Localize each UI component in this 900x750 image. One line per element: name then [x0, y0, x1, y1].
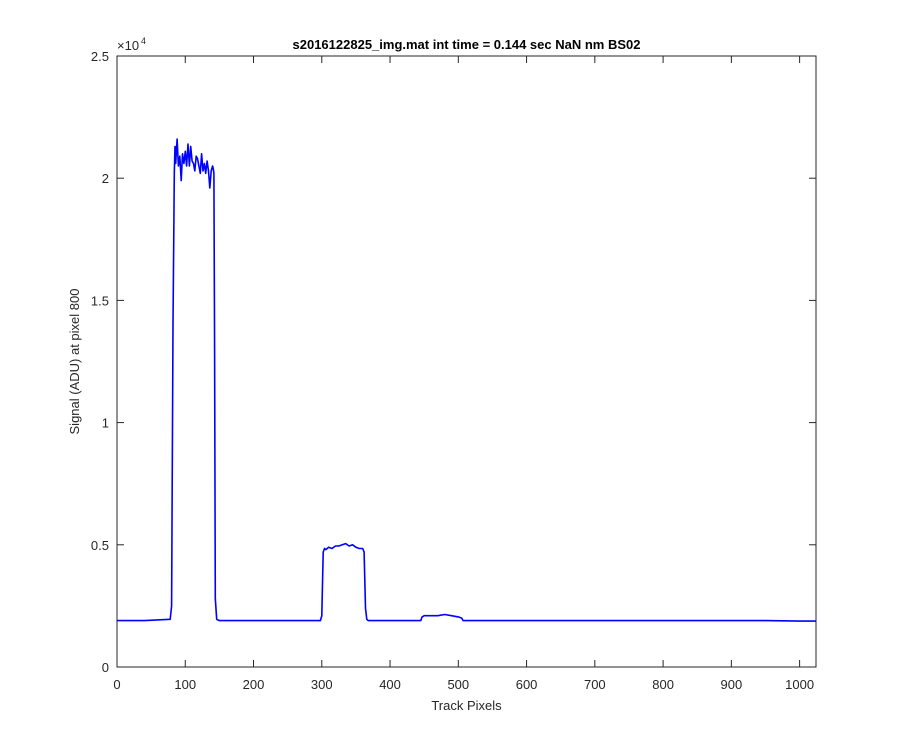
x-tick-label: 1000 [785, 677, 814, 692]
y-tick-label: 2 [102, 171, 109, 186]
y-exponent-power: 4 [141, 36, 146, 46]
x-tick-label: 300 [311, 677, 333, 692]
x-tick-label: 900 [721, 677, 743, 692]
y-exponent-base: ×10 [117, 38, 139, 53]
x-tick-label: 100 [174, 677, 196, 692]
y-tick-label: 1 [102, 416, 109, 431]
x-tick-label: 800 [652, 677, 674, 692]
x-tick-label: 400 [379, 677, 401, 692]
series-line [117, 138, 816, 622]
x-tick-label: 700 [584, 677, 606, 692]
y-tick-label: 0 [102, 660, 109, 675]
x-axis-label: Track Pixels [431, 698, 502, 713]
x-tick-label: 200 [243, 677, 265, 692]
x-tick-label: 0 [113, 677, 120, 692]
y-tick-label: 2.5 [91, 49, 109, 64]
series-layer [117, 138, 816, 622]
x-axis: 0 100 200 300 400 500 600 700 800 900 1000 [113, 56, 814, 692]
y-tick-label: 0.5 [91, 538, 109, 553]
x-tick-label: 500 [447, 677, 469, 692]
chart-title: s2016122825_img.mat int time = 0.144 sec… [293, 37, 641, 52]
y-tick-label: 1.5 [91, 293, 109, 308]
y-axis-label: Signal (ADU) at pixel 800 [67, 289, 82, 435]
y-axis: 0 0.5 1 1.5 2 2.5 [91, 49, 816, 675]
plot-area [116, 55, 817, 668]
x-tick-label: 600 [516, 677, 538, 692]
